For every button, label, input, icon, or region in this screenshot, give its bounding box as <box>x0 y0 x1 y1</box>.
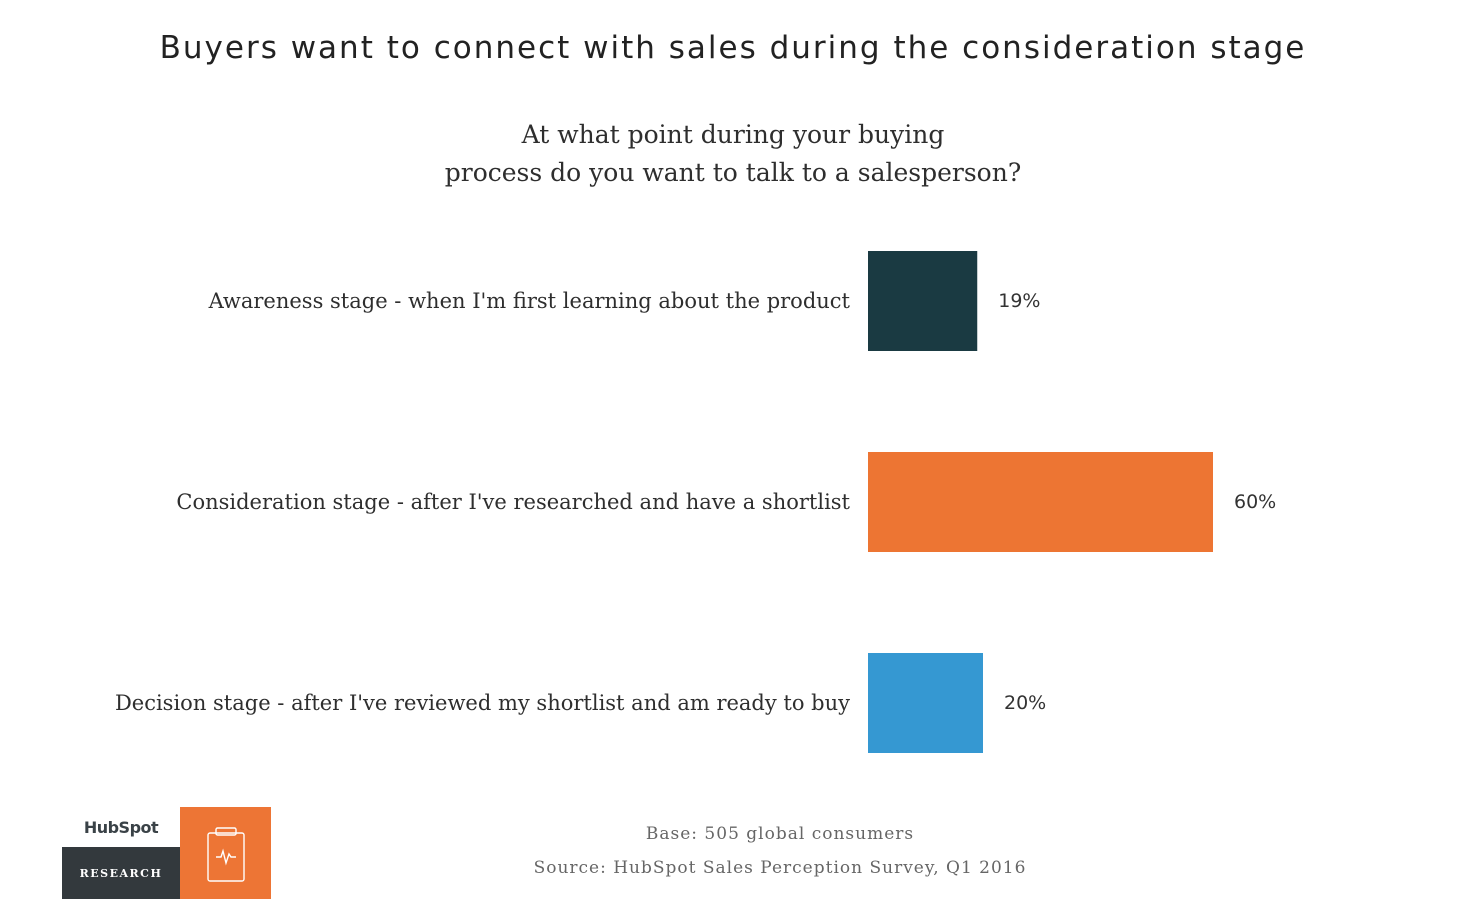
clipboard-pulse-icon <box>207 827 245 882</box>
bar <box>868 251 978 351</box>
bar-chart: Awareness stage - when I'm first learnin… <box>115 251 1276 753</box>
research-label: RESEARCH <box>62 847 180 899</box>
value-label: 20% <box>1004 692 1046 714</box>
value-label: 60% <box>1234 491 1276 513</box>
category-label: Decision stage - after I've reviewed my … <box>115 691 850 715</box>
chart-title: Buyers want to connect with sales during… <box>159 30 1307 66</box>
category-label: Awareness stage - when I'm first learnin… <box>208 289 851 313</box>
footnote-base: Base: 505 global consumers <box>645 824 915 844</box>
subtitle-line-2: process do you want to talk to a salespe… <box>444 158 1022 187</box>
chart-subtitle: At what point during your buying process… <box>383 116 1083 192</box>
logo-badge <box>180 807 271 899</box>
hubspot-wordmark: HubSpot <box>83 817 159 837</box>
footnote-source: Source: HubSpot Sales Perception Survey,… <box>533 858 1027 878</box>
bar <box>868 653 983 753</box>
value-label: 19% <box>998 290 1040 312</box>
bar <box>868 452 1213 552</box>
subtitle-line-1: At what point during your buying <box>521 120 945 149</box>
category-label: Consideration stage - after I've researc… <box>176 490 850 514</box>
hubspot-research-logo: HubSpot RESEARCH <box>62 807 271 899</box>
